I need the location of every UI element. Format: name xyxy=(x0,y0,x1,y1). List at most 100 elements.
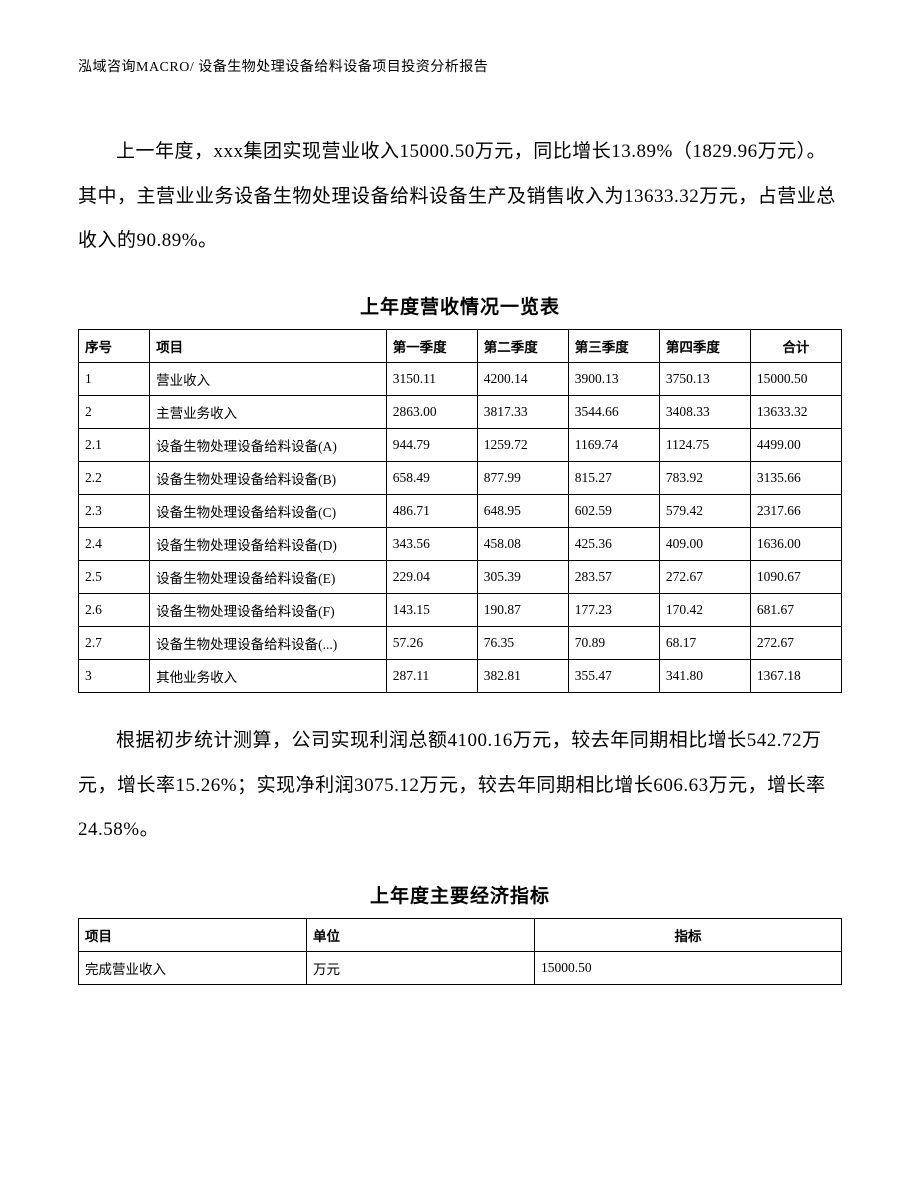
col-total: 合计 xyxy=(750,329,841,362)
table-row: 2.6设备生物处理设备给料设备(F)143.15190.87177.23170.… xyxy=(79,593,842,626)
table-cell: 3817.33 xyxy=(477,395,568,428)
table-cell: 877.99 xyxy=(477,461,568,494)
table-cell: 70.89 xyxy=(568,626,659,659)
col-indicator: 指标 xyxy=(535,918,842,951)
table-cell: 营业收入 xyxy=(150,362,387,395)
table-cell: 2.6 xyxy=(79,593,150,626)
table-cell: 设备生物处理设备给料设备(A) xyxy=(150,428,387,461)
table-cell: 425.36 xyxy=(568,527,659,560)
table-cell: 3750.13 xyxy=(659,362,750,395)
table-row: 2主营业务收入2863.003817.333544.663408.3313633… xyxy=(79,395,842,428)
table-cell: 2 xyxy=(79,395,150,428)
col-q2: 第二季度 xyxy=(477,329,568,362)
table-cell: 272.67 xyxy=(750,626,841,659)
table2-title: 上年度主要经济指标 xyxy=(78,881,842,908)
table-cell: 2.2 xyxy=(79,461,150,494)
col-q1: 第一季度 xyxy=(386,329,477,362)
paragraph-2: 根据初步统计测算，公司实现利润总额4100.16万元，较去年同期相比增长542.… xyxy=(78,719,842,853)
indicator-table: 项目 单位 指标 完成营业收入万元15000.50 xyxy=(78,918,842,985)
col-q4: 第四季度 xyxy=(659,329,750,362)
table-row: 1营业收入3150.114200.143900.133750.1315000.5… xyxy=(79,362,842,395)
table-cell: 272.67 xyxy=(659,560,750,593)
table-cell: 万元 xyxy=(307,951,535,984)
table-row: 完成营业收入万元15000.50 xyxy=(79,951,842,984)
table-cell: 486.71 xyxy=(386,494,477,527)
table-cell: 2.5 xyxy=(79,560,150,593)
table2-body: 完成营业收入万元15000.50 xyxy=(79,951,842,984)
table-cell: 341.80 xyxy=(659,659,750,692)
table-cell: 2.1 xyxy=(79,428,150,461)
table-cell: 主营业务收入 xyxy=(150,395,387,428)
table-cell: 2863.00 xyxy=(386,395,477,428)
table1-title: 上年度营收情况一览表 xyxy=(78,292,842,319)
paragraph-1: 上一年度，xxx集团实现营业收入15000.50万元，同比增长13.89%（18… xyxy=(78,130,842,264)
table-cell: 2317.66 xyxy=(750,494,841,527)
col-unit: 单位 xyxy=(307,918,535,951)
table-cell: 68.17 xyxy=(659,626,750,659)
col-item: 项目 xyxy=(79,918,307,951)
table-cell: 设备生物处理设备给料设备(D) xyxy=(150,527,387,560)
table-cell: 3150.11 xyxy=(386,362,477,395)
table-cell: 177.23 xyxy=(568,593,659,626)
col-q3: 第三季度 xyxy=(568,329,659,362)
table-cell: 382.81 xyxy=(477,659,568,692)
table-cell: 305.39 xyxy=(477,560,568,593)
table-cell: 287.11 xyxy=(386,659,477,692)
page-header: 泓域咨询MACRO/ 设备生物处理设备给料设备项目投资分析报告 xyxy=(78,56,842,76)
table-cell: 4499.00 xyxy=(750,428,841,461)
revenue-table: 序号 项目 第一季度 第二季度 第三季度 第四季度 合计 1营业收入3150.1… xyxy=(78,329,842,693)
table-cell: 4200.14 xyxy=(477,362,568,395)
table-cell: 设备生物处理设备给料设备(C) xyxy=(150,494,387,527)
table-cell: 设备生物处理设备给料设备(E) xyxy=(150,560,387,593)
table-cell: 343.56 xyxy=(386,527,477,560)
table-cell: 1636.00 xyxy=(750,527,841,560)
table-row: 2.4设备生物处理设备给料设备(D)343.56458.08425.36409.… xyxy=(79,527,842,560)
table-cell: 3135.66 xyxy=(750,461,841,494)
table-row: 2.1设备生物处理设备给料设备(A)944.791259.721169.7411… xyxy=(79,428,842,461)
table-cell: 1259.72 xyxy=(477,428,568,461)
table-row: 2.2设备生物处理设备给料设备(B)658.49877.99815.27783.… xyxy=(79,461,842,494)
table-cell: 完成营业收入 xyxy=(79,951,307,984)
table-row: 2.5设备生物处理设备给料设备(E)229.04305.39283.57272.… xyxy=(79,560,842,593)
table-cell: 其他业务收入 xyxy=(150,659,387,692)
table-row: 2.3设备生物处理设备给料设备(C)486.71648.95602.59579.… xyxy=(79,494,842,527)
table-cell: 76.35 xyxy=(477,626,568,659)
table-cell: 57.26 xyxy=(386,626,477,659)
table-cell: 409.00 xyxy=(659,527,750,560)
table-cell: 1124.75 xyxy=(659,428,750,461)
table-cell: 1 xyxy=(79,362,150,395)
table-cell: 602.59 xyxy=(568,494,659,527)
col-seq: 序号 xyxy=(79,329,150,362)
table-cell: 1090.67 xyxy=(750,560,841,593)
table-cell: 13633.32 xyxy=(750,395,841,428)
table-cell: 190.87 xyxy=(477,593,568,626)
table-cell: 3408.33 xyxy=(659,395,750,428)
table-cell: 2.4 xyxy=(79,527,150,560)
table1-body: 1营业收入3150.114200.143900.133750.1315000.5… xyxy=(79,362,842,692)
table-cell: 355.47 xyxy=(568,659,659,692)
table-cell: 815.27 xyxy=(568,461,659,494)
table-row: 3其他业务收入287.11382.81355.47341.801367.18 xyxy=(79,659,842,692)
table-cell: 设备生物处理设备给料设备(F) xyxy=(150,593,387,626)
table-cell: 579.42 xyxy=(659,494,750,527)
table-cell: 681.67 xyxy=(750,593,841,626)
table-cell: 设备生物处理设备给料设备(B) xyxy=(150,461,387,494)
table-cell: 170.42 xyxy=(659,593,750,626)
table-cell: 2.3 xyxy=(79,494,150,527)
table-header-row: 项目 单位 指标 xyxy=(79,918,842,951)
table-row: 2.7设备生物处理设备给料设备(...)57.2676.3570.8968.17… xyxy=(79,626,842,659)
table-cell: 458.08 xyxy=(477,527,568,560)
table-header-row: 序号 项目 第一季度 第二季度 第三季度 第四季度 合计 xyxy=(79,329,842,362)
table-cell: 1169.74 xyxy=(568,428,659,461)
table-cell: 229.04 xyxy=(386,560,477,593)
table-cell: 15000.50 xyxy=(535,951,842,984)
table-cell: 3 xyxy=(79,659,150,692)
table-cell: 658.49 xyxy=(386,461,477,494)
table-cell: 783.92 xyxy=(659,461,750,494)
table-cell: 15000.50 xyxy=(750,362,841,395)
table-cell: 3900.13 xyxy=(568,362,659,395)
page: 泓域咨询MACRO/ 设备生物处理设备给料设备项目投资分析报告 上一年度，xxx… xyxy=(0,0,920,1191)
table-cell: 143.15 xyxy=(386,593,477,626)
table-cell: 944.79 xyxy=(386,428,477,461)
table-cell: 1367.18 xyxy=(750,659,841,692)
